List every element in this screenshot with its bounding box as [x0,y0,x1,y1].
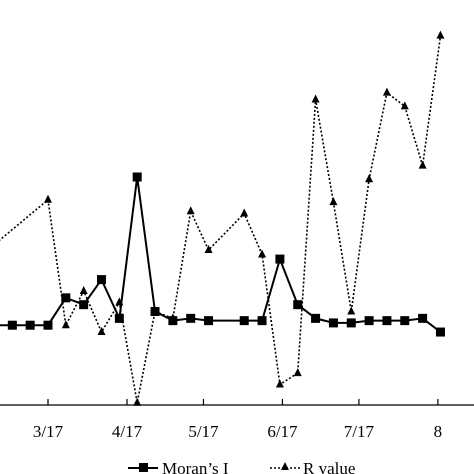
x-axis-ticks [47,399,439,405]
data-point [61,293,71,303]
series-r-value [0,30,445,406]
data-point [418,313,428,323]
data-point [204,244,213,253]
x-tick-label: 5/17 [188,422,219,441]
data-point [311,313,321,323]
data-point [97,275,107,285]
data-point [79,300,89,310]
data-point [436,30,445,39]
x-tick-label: 3/17 [33,422,64,441]
series-layer [0,30,445,406]
data-point [400,101,409,110]
legend-marker-morans-i [139,463,148,472]
data-point [365,174,374,183]
data-point [168,313,177,322]
legend-label-morans-i: Moran’s I [162,459,229,474]
data-point [97,327,106,336]
data-point [311,94,320,103]
data-point [275,254,285,264]
legend: Moran’s I R value [128,459,355,474]
legend-marker-r-value [281,462,289,470]
data-point [186,206,195,215]
plot-area: 3/17 4/17 5/17 6/17 7/17 8 [0,30,474,441]
series-line [0,176,442,333]
data-point [239,316,249,326]
data-point [347,306,356,315]
legend-label-r-value: R value [303,459,355,474]
data-point [258,249,267,258]
data-point [293,300,303,310]
data-point [133,397,142,406]
data-point [25,320,35,330]
data-point [204,316,214,326]
x-tick-label: 8 [434,422,443,441]
data-point [43,320,53,330]
data-point [257,316,267,326]
data-point [132,172,142,182]
data-point [382,87,391,96]
data-point [329,197,338,206]
data-point [7,320,17,330]
data-point [275,379,284,388]
data-point [400,316,410,326]
data-point [293,368,302,377]
data-point [79,286,88,294]
data-point [44,194,52,203]
data-point [151,306,160,315]
data-point [364,316,374,326]
data-point [382,316,392,326]
data-point [115,297,124,306]
data-point [61,320,70,329]
series-line [0,35,442,403]
x-tick-label: 4/17 [112,422,143,441]
x-tick-label: 7/17 [344,422,375,441]
x-tick-label: 6/17 [267,422,298,441]
series-morans-i [0,172,445,337]
x-axis-tick-labels: 3/17 4/17 5/17 6/17 7/17 8 [33,422,442,441]
data-point [240,208,249,217]
data-point [114,313,124,323]
data-point [328,318,338,328]
data-point [435,327,445,337]
data-point [346,318,356,328]
data-point [186,313,196,323]
data-point [418,160,427,169]
